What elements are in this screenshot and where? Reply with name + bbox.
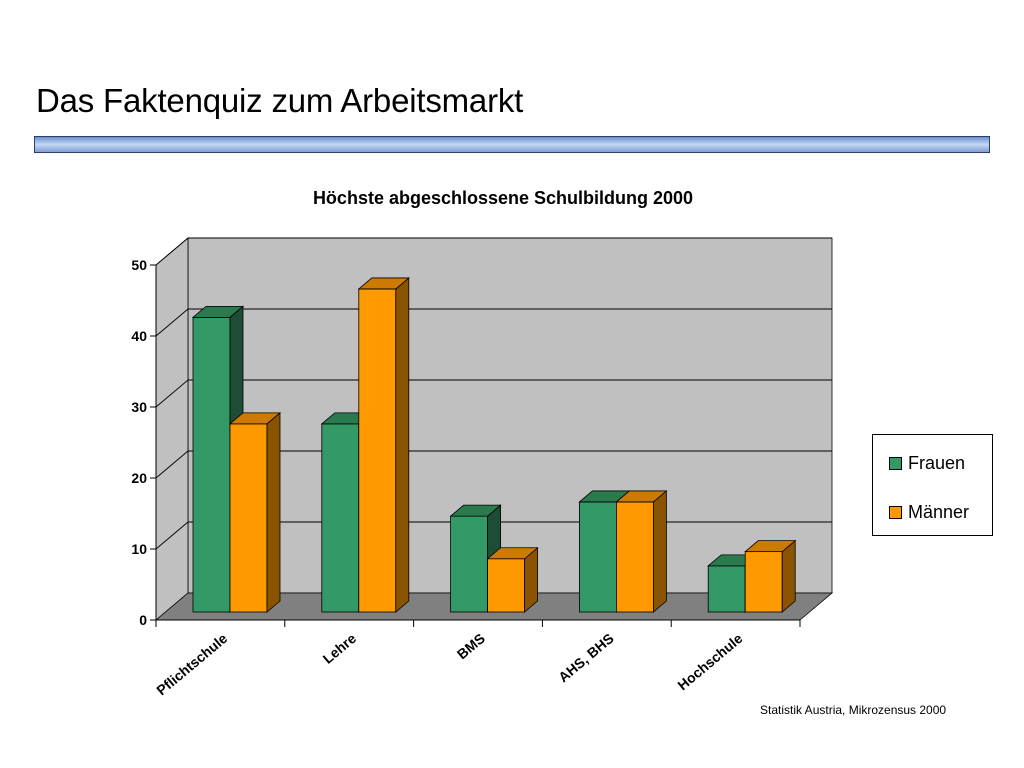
y-tick-label: 40	[131, 328, 147, 344]
source-note: Statistik Austria, Mikrozensus 2000	[760, 703, 947, 717]
bar-frauen-1	[321, 423, 360, 613]
y-tick-label: 50	[131, 257, 147, 273]
gridline-side	[155, 237, 189, 266]
x-category-label: Hochschule	[674, 630, 745, 693]
bar-top-frauen-0	[191, 305, 245, 318]
bar-top-frauen-2	[449, 504, 502, 517]
bar-frauen-2	[450, 515, 489, 613]
chart-back-wall	[187, 237, 833, 594]
bar-maenner-1	[358, 288, 397, 613]
slide-title: Das Faktenquiz zum Arbeitsmarkt	[36, 82, 524, 119]
bar-side-maenner-4	[781, 539, 796, 613]
title-divider-bar	[34, 136, 990, 153]
legend-item-frauen: Frauen	[889, 453, 965, 474]
bar-top-maenner-1	[357, 277, 410, 290]
x-category-label: Pflichtschule	[153, 630, 230, 698]
gridline-side	[155, 308, 189, 337]
legend-item-maenner: Männer	[889, 502, 969, 523]
x-category-label: BMS	[454, 630, 488, 662]
bar-side-maenner-1	[395, 277, 410, 613]
bar-maenner-0	[229, 423, 268, 613]
gridline-side	[155, 450, 189, 479]
chart-legend: Frauen Männer	[872, 434, 993, 536]
bar-maenner-3	[616, 501, 654, 613]
legend-label-maenner: Männer	[908, 502, 970, 522]
y-tick-label: 30	[131, 399, 147, 415]
bar-frauen-4	[707, 565, 746, 613]
bar-side-maenner-0	[266, 411, 281, 613]
bar-frauen-3	[579, 501, 617, 613]
bar-top-maenner-0	[228, 412, 282, 425]
bar-top-maenner-3	[615, 490, 668, 503]
bar-frauen-0	[192, 316, 231, 613]
gridline-side	[155, 379, 189, 408]
legend-label-frauen: Frauen	[908, 453, 966, 473]
gridline-side	[155, 521, 189, 550]
bar-top-maenner-2	[486, 547, 539, 560]
bar-maenner-4	[744, 551, 783, 613]
y-tick-label: 0	[139, 612, 147, 628]
legend-swatch-frauen	[889, 457, 902, 470]
chart-title: Höchste abgeschlossene Schulbildung 2000	[312, 188, 694, 208]
chart-side-wall	[155, 237, 189, 621]
legend-swatch-maenner	[889, 506, 902, 519]
y-tick-label: 10	[131, 541, 147, 557]
y-tick-label: 20	[131, 470, 147, 486]
bar-maenner-2	[487, 558, 526, 613]
x-category-label: AHS, BHS	[555, 630, 617, 685]
bar-top-maenner-4	[744, 540, 797, 553]
bar-side-maenner-3	[653, 490, 667, 613]
x-category-label: Lehre	[320, 630, 360, 667]
